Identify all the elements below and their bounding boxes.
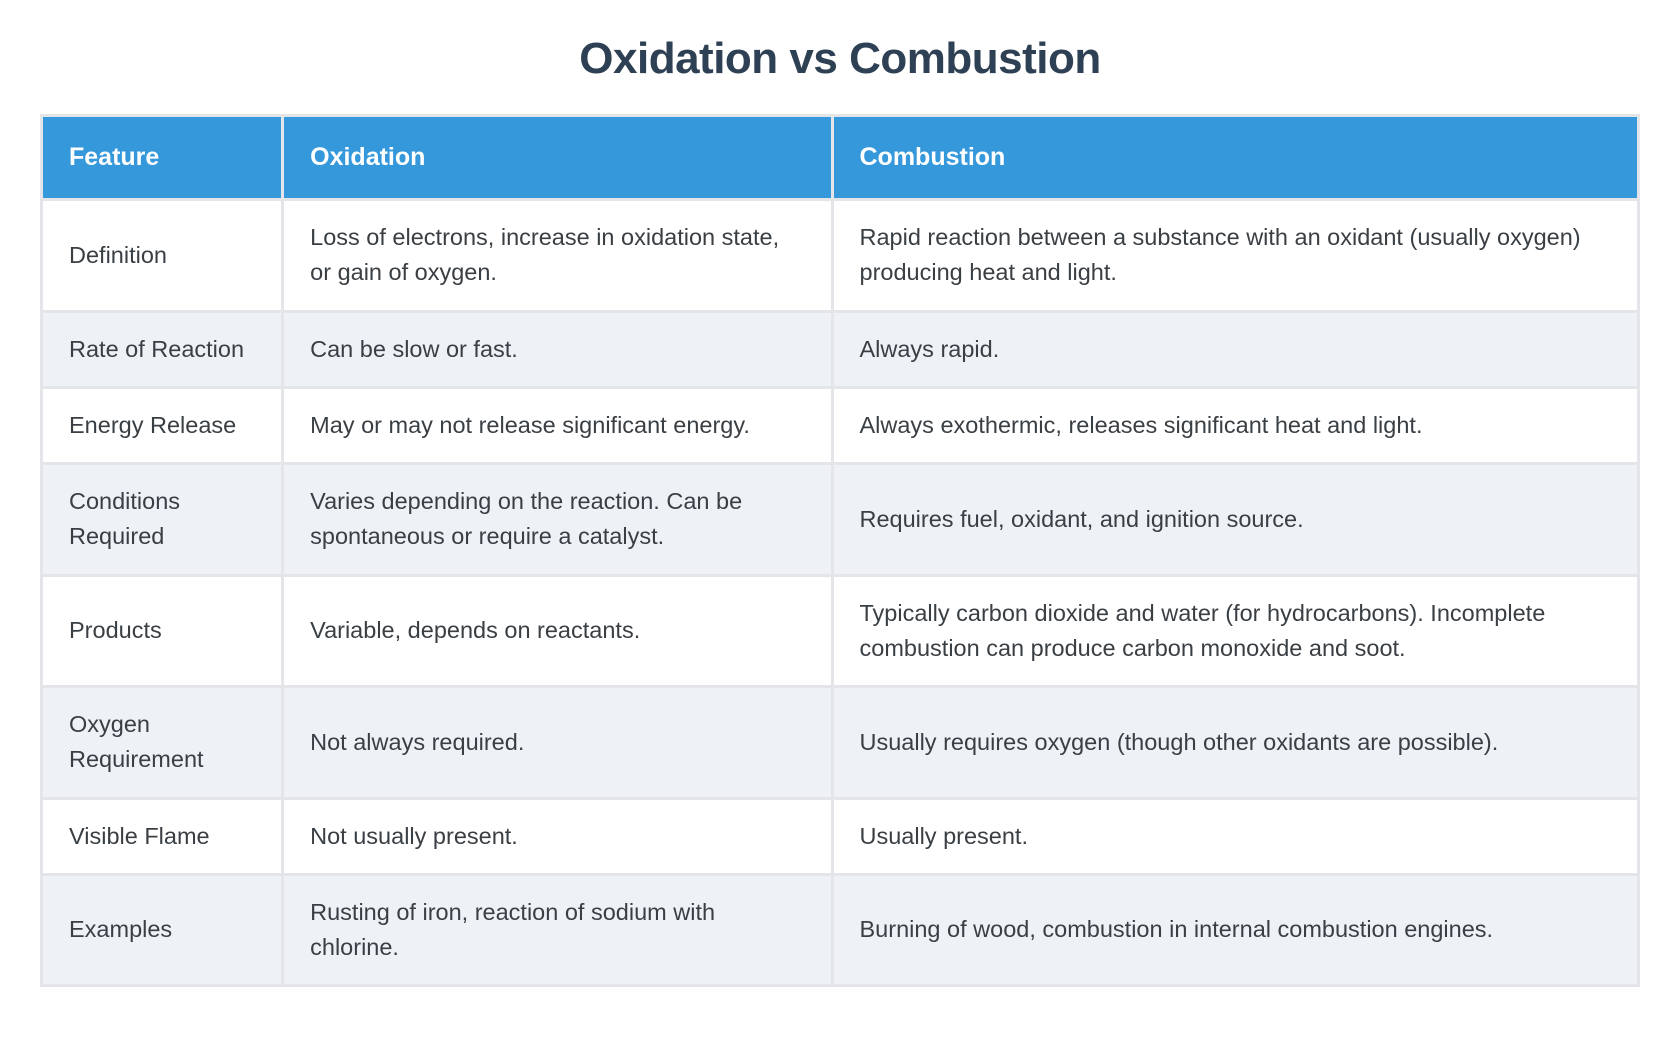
comparison-table: Feature Oxidation Combustion Definition … [39, 114, 1640, 988]
combustion-cell: Always exothermic, releases significant … [830, 385, 1640, 466]
oxidation-cell: Not always required. [281, 685, 834, 800]
oxidation-cell: Not usually present. [281, 796, 834, 876]
column-header-oxidation: Oxidation [281, 114, 834, 201]
combustion-cell: Burning of wood, combustion in internal … [830, 872, 1640, 988]
combustion-cell: Usually requires oxygen (though other ox… [830, 685, 1640, 800]
combustion-cell: Usually present. [830, 796, 1640, 876]
feature-cell: Conditions Required [39, 462, 285, 577]
feature-cell: Definition [39, 198, 285, 313]
feature-cell: Visible Flame [39, 796, 285, 876]
table-row: Conditions Required Varies depending on … [39, 462, 1640, 577]
oxidation-cell: Rusting of iron, reaction of sodium with… [281, 872, 834, 988]
feature-cell: Oxygen Requirement [39, 685, 285, 800]
oxidation-cell: Varies depending on the reaction. Can be… [281, 462, 834, 577]
oxidation-cell: Can be slow or fast. [281, 309, 834, 389]
table-row: Products Variable, depends on reactants.… [39, 573, 1640, 688]
feature-cell: Rate of Reaction [39, 309, 285, 389]
column-header-feature: Feature [39, 114, 285, 201]
oxidation-cell: Variable, depends on reactants. [281, 573, 834, 688]
table-row: Oxygen Requirement Not always required. … [39, 685, 1640, 800]
combustion-cell: Requires fuel, oxidant, and ignition sou… [830, 462, 1640, 577]
combustion-cell: Rapid reaction between a substance with … [830, 198, 1640, 313]
page-title: Oxidation vs Combustion [579, 34, 1101, 83]
feature-cell: Energy Release [39, 385, 285, 466]
feature-cell: Examples [39, 872, 285, 988]
table-row: Visible Flame Not usually present. Usual… [39, 796, 1640, 876]
combustion-cell: Typically carbon dioxide and water (for … [830, 573, 1640, 688]
oxidation-cell: Loss of electrons, increase in oxidation… [281, 198, 834, 313]
table-header: Feature Oxidation Combustion [39, 114, 1640, 201]
header-row: Feature Oxidation Combustion [39, 114, 1640, 201]
table-body: Definition Loss of electrons, increase i… [39, 198, 1640, 988]
table-row: Definition Loss of electrons, increase i… [39, 198, 1640, 313]
table-row: Examples Rusting of iron, reaction of so… [39, 872, 1640, 988]
oxidation-cell: May or may not release significant energ… [281, 385, 834, 466]
feature-cell: Products [39, 573, 285, 688]
combustion-cell: Always rapid. [830, 309, 1640, 389]
table-row: Energy Release May or may not release si… [39, 385, 1640, 466]
table-row: Rate of Reaction Can be slow or fast. Al… [39, 309, 1640, 389]
column-header-combustion: Combustion [830, 114, 1640, 201]
